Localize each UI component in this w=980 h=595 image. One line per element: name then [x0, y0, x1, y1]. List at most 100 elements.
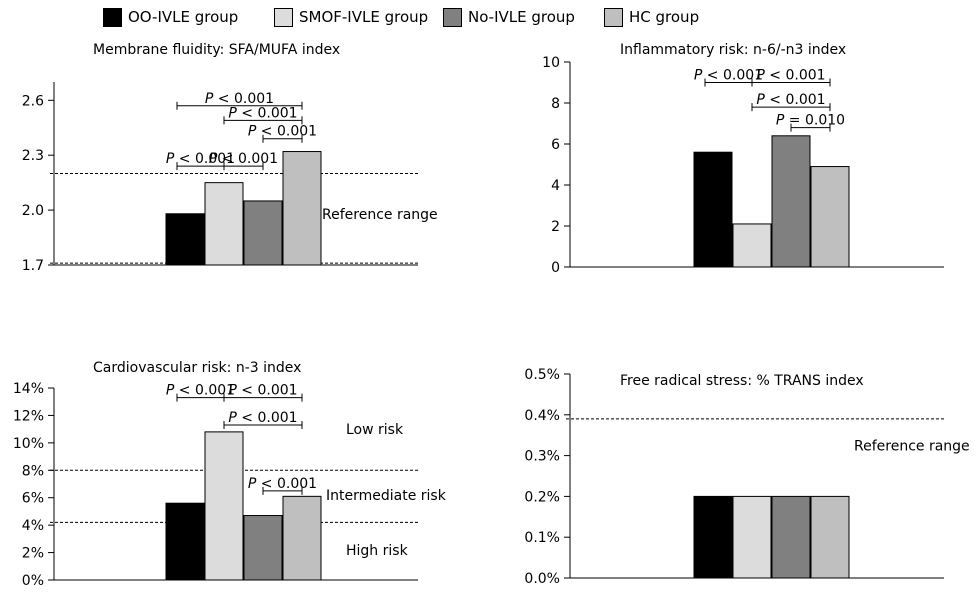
chart-title: Membrane fluidity: SFA/MUFA index: [93, 42, 340, 58]
p-symbol: P: [228, 410, 237, 426]
y-tick-label: 2%: [22, 546, 44, 562]
p-value: < 0.001: [174, 383, 235, 399]
p-value-label: P = 0.010: [776, 113, 845, 129]
p-symbol: P: [166, 383, 175, 399]
p-value-label: P < 0.001: [228, 105, 297, 121]
p-value: < 0.001: [256, 476, 317, 492]
bar-oo-ivle-group: [693, 151, 733, 268]
y-tick-label: 0: [551, 260, 560, 274]
legend-label: HC group: [629, 8, 700, 26]
p-value: < 0.001: [237, 383, 298, 399]
y-tick-label: 10: [542, 55, 560, 71]
bar-hc-group: [810, 495, 850, 579]
p-value: < 0.001: [702, 68, 763, 84]
y-tick-label: 8: [551, 96, 560, 112]
y-tick-label: 14%: [13, 381, 44, 397]
legend-label: OO-IVLE group: [128, 8, 239, 26]
bar-smof-ivle-group: [204, 431, 244, 581]
legend-label: No-IVLE group: [468, 8, 575, 26]
y-tick-label: 0.5%: [524, 367, 560, 383]
bar-no-ivle-group: [771, 495, 811, 579]
p-symbol: P: [248, 124, 257, 140]
p-value-label: P < 0.001: [205, 91, 274, 107]
bar-no-ivle-group: [243, 515, 283, 581]
p-value: < 0.001: [217, 151, 278, 167]
p-symbol: P: [205, 91, 214, 107]
y-tick-label: 0%: [22, 573, 44, 589]
legend-item-no-ivle: No-IVLE group: [443, 7, 575, 27]
y-tick-label: 0.4%: [524, 408, 560, 424]
p-symbol: P: [228, 383, 237, 399]
bar-smof-ivle-group: [732, 223, 772, 268]
legend-item-smof-ivle: SMOF-IVLE group: [274, 7, 428, 27]
p-symbol: P: [756, 68, 765, 84]
y-tick-label: 12%: [13, 408, 44, 424]
bar-smof-ivle-group: [732, 495, 772, 579]
significance-bracket: P < 0.001: [248, 124, 317, 143]
p-value: = 0.010: [784, 113, 845, 129]
p-value-label: P < 0.001: [248, 476, 317, 492]
chart-title: Cardiovascular risk: n-3 index: [93, 360, 301, 376]
y-tick-label: 4%: [22, 518, 44, 534]
p-value-label: P < 0.001: [228, 383, 297, 399]
p-value: < 0.001: [765, 92, 826, 108]
cardiovascular-risk-chart: Cardiovascular risk: n-3 index 0% 2% 4% 6% 8%…: [13, 360, 447, 589]
chart-title: Inflammatory risk: n-6/-n3 index: [620, 42, 846, 58]
y-tick-label: 2: [551, 219, 560, 235]
legend-swatch-smof-ivle: [274, 7, 293, 27]
y-tick-label: 6%: [22, 491, 44, 507]
membrane-fluidity-chart: Membrane fluidity: SFA/MUFA index 1.7 2.0 2…: [22, 42, 438, 274]
bar-oo-ivle-group: [165, 213, 205, 266]
y-tick-label: 2.6: [22, 93, 44, 109]
bar-hc-group: [282, 151, 322, 266]
legend-swatch-oo-ivle: [103, 7, 122, 27]
legend-label: SMOF-IVLE group: [299, 8, 429, 26]
bar-oo-ivle-group: [165, 502, 205, 581]
y-tick-label: 0.3%: [524, 449, 560, 465]
significance-bracket: P < 0.001: [223, 105, 303, 125]
bar-hc-group: [282, 495, 322, 581]
p-symbol: P: [694, 68, 703, 84]
significance-bracket: P < 0.001: [209, 151, 278, 171]
significance-bracket: P < 0.001: [751, 68, 831, 87]
p-value-label: P < 0.001: [166, 383, 235, 399]
significance-bracket: P < 0.001: [248, 476, 317, 495]
p-symbol: P: [756, 92, 765, 108]
region-annotation: Intermediate risk: [326, 488, 447, 504]
p-value: < 0.001: [174, 151, 235, 167]
p-value-label: P < 0.001: [694, 68, 763, 84]
p-value: < 0.001: [256, 124, 317, 140]
significance-bracket: P < 0.001: [166, 383, 235, 402]
inflammatory-risk-chart: Inflammatory risk: n-6/-n3 index 0 2 4 6 8 10 P…: [542, 42, 944, 274]
legend-item-hc: HC group: [604, 7, 699, 27]
y-tick-label: 8%: [22, 463, 44, 479]
p-value-label: P < 0.001: [756, 92, 825, 108]
significance-bracket: P < 0.001: [751, 92, 831, 112]
p-symbol: P: [166, 151, 175, 167]
y-tick-label: 0.0%: [524, 571, 560, 587]
region-annotation: Reference range: [322, 207, 438, 223]
significance-bracket: P < 0.001: [223, 410, 303, 430]
y-tick-label: 4: [551, 178, 560, 194]
significance-bracket: P < 0.001: [694, 68, 763, 87]
region-annotation: High risk: [346, 543, 409, 559]
free-radical-stress-chart: Free radical stress: % TRANS index 0.0% 0.…: [524, 367, 970, 587]
region-annotation: Low risk: [346, 422, 404, 438]
p-value-label: P < 0.001: [209, 151, 278, 167]
p-value-label: P < 0.001: [228, 410, 297, 426]
p-value-label: P < 0.001: [248, 124, 317, 140]
region-annotation: Reference range: [854, 438, 970, 454]
bar-no-ivle-group: [243, 200, 283, 266]
p-symbol: P: [776, 113, 785, 129]
bar-no-ivle-group: [771, 135, 811, 268]
p-value-label: P < 0.001: [166, 151, 235, 167]
y-tick-label: 10%: [13, 436, 44, 452]
y-tick-label: 0.1%: [524, 530, 560, 546]
significance-bracket: P < 0.001: [176, 91, 303, 110]
significance-bracket: P < 0.001: [223, 383, 303, 402]
legend-swatch-no-ivle: [443, 7, 462, 27]
legend-swatch-hc: [604, 7, 623, 27]
p-value: < 0.001: [765, 68, 826, 84]
y-tick-label: 1.7: [22, 258, 44, 274]
